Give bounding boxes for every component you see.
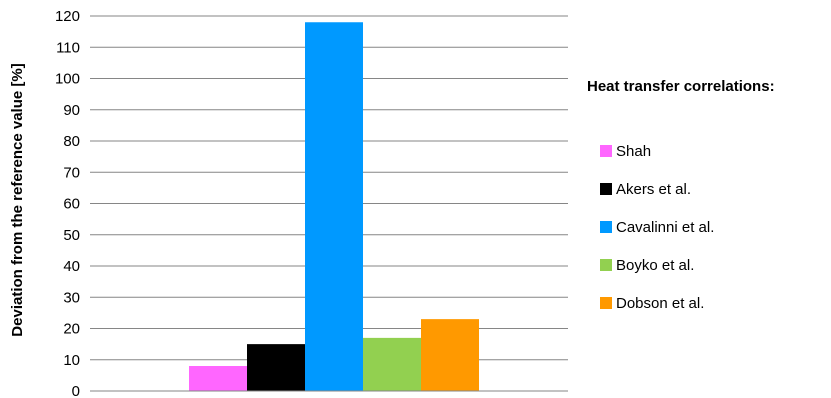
legend-label: Boyko et al. xyxy=(616,257,694,274)
bar-cavalinni-et-al xyxy=(305,22,363,391)
y-tick-label: 40 xyxy=(63,258,80,275)
bar-dobson-et-al xyxy=(421,319,479,391)
y-tick-label: 110 xyxy=(56,39,80,56)
bar-shah xyxy=(189,366,247,391)
y-tick-label: 80 xyxy=(63,133,80,150)
bar-akers-et-al xyxy=(247,344,305,391)
legend-swatch xyxy=(600,183,612,195)
legend-label: Cavalinni et al. xyxy=(616,219,714,236)
y-tick-label: 100 xyxy=(55,71,80,88)
legend-swatch xyxy=(600,259,612,271)
y-tick-label: 50 xyxy=(63,227,80,244)
y-tick-label: 30 xyxy=(63,289,80,306)
y-tick-label: 60 xyxy=(63,196,80,213)
legend-swatch xyxy=(600,221,612,233)
legend-label: Shah xyxy=(616,143,651,160)
y-tick-label: 90 xyxy=(63,102,80,119)
legend-swatch xyxy=(600,145,612,157)
legend-label: Dobson et al. xyxy=(616,295,704,312)
legend: Shah Akers et al. Cavalinni et al. Boyko et… xyxy=(600,143,714,312)
legend-title: Heat transfer correlations: xyxy=(587,78,775,95)
bar-boyko-et-al xyxy=(363,337,421,391)
y-axis-title: Deviation from the reference value [%] xyxy=(9,63,26,336)
y-tick-label: 10 xyxy=(63,352,80,369)
y-tick-label: 70 xyxy=(63,164,80,181)
legend-label: Akers et al. xyxy=(616,181,691,198)
y-tick-label: 120 xyxy=(55,8,80,25)
legend-swatch xyxy=(600,297,612,309)
y-tick-label: 20 xyxy=(63,321,80,338)
y-tick-label: 0 xyxy=(72,383,80,398)
y-axis-ticks: 0 10 20 30 40 50 60 70 80 90 100 110 120 xyxy=(55,8,80,398)
bars xyxy=(189,22,479,391)
